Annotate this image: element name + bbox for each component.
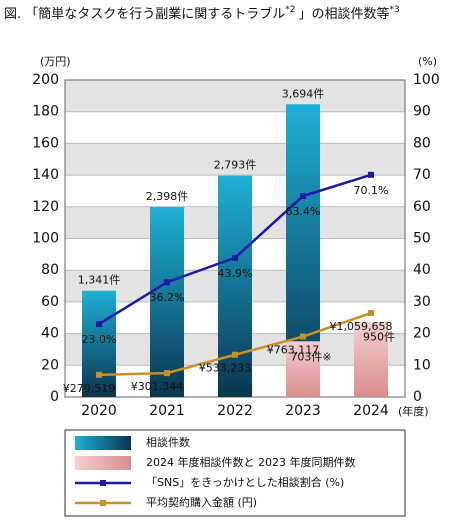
x-tick-label: 2024 <box>353 403 389 419</box>
bar-label: 3,694件 <box>282 87 325 100</box>
bar <box>354 321 388 397</box>
x-tick-label: 2020 <box>81 403 117 419</box>
line-label: 63.4% <box>286 205 321 218</box>
legend-swatch <box>75 456 131 470</box>
bar <box>82 290 116 397</box>
legend-label: 2024 年度相談件数と 2023 年度同期件数 <box>146 455 355 469</box>
y-tick-label: 80 <box>41 262 59 278</box>
y2-tick-label: 90 <box>413 104 431 120</box>
line-label: 36.2% <box>150 291 185 304</box>
bar <box>150 206 184 397</box>
marker <box>164 370 170 377</box>
y-tick-label: 160 <box>32 135 59 151</box>
y2-tick-label: 70 <box>413 167 431 183</box>
y-tick-label: 200 <box>32 72 59 88</box>
grid-band <box>65 143 405 176</box>
y2-tick-label: 50 <box>413 231 431 247</box>
line-label: 43.9% <box>218 267 253 280</box>
line-label: ¥763,117 <box>267 344 320 357</box>
y-tick-label: 0 <box>50 389 59 405</box>
marker <box>164 279 170 286</box>
line-label: 23.0% <box>82 333 117 346</box>
legend-label: 「SNS」をきっかけとした相談割合 (%) <box>146 475 344 489</box>
legend-marker <box>100 500 106 506</box>
y2-tick-label: 0 <box>413 389 422 405</box>
y2-tick-label: 20 <box>413 326 431 342</box>
line-label: ¥279,519 <box>63 382 116 395</box>
line-label: ¥301,344 <box>131 380 184 393</box>
line-label: 70.1% <box>354 184 389 197</box>
y2-tick-label: 80 <box>413 135 431 151</box>
marker <box>300 333 306 340</box>
y-tick-label: 100 <box>32 231 59 247</box>
marker <box>300 193 306 200</box>
bar <box>286 341 320 397</box>
bar-label: 2,398件 <box>146 190 189 203</box>
bar-label: 950件 <box>363 331 395 344</box>
bar-label: 1,341件 <box>78 274 121 287</box>
y2-axis-label: (%) <box>418 55 437 68</box>
y2-tick-label: 40 <box>413 262 431 278</box>
legend-label: 平均契約購入金額 (円) <box>146 495 257 509</box>
y2-tick-label: 60 <box>413 199 431 215</box>
legend-marker <box>100 480 106 486</box>
y2-tick-label: 30 <box>413 294 431 310</box>
y-axis-label: (万円) <box>40 55 71 68</box>
y-tick-label: 120 <box>32 199 59 215</box>
x-axis-label: (年度) <box>398 404 429 418</box>
marker <box>232 254 238 261</box>
bar-label: 2,793件 <box>214 159 257 172</box>
y-tick-label: 140 <box>32 167 59 183</box>
grid-band <box>65 80 405 112</box>
bar-label: 703件※ <box>290 350 331 363</box>
chart-title: 図. 「簡単なタスクを行う副業に関するトラブル*2 」の相談件数等*3 <box>4 5 400 22</box>
legend-label: 相談件数 <box>146 435 190 449</box>
x-tick-label: 2022 <box>217 403 253 419</box>
marker <box>368 310 374 317</box>
legend-swatch <box>75 436 131 450</box>
marker <box>368 171 374 178</box>
x-tick-label: 2023 <box>285 403 321 419</box>
x-tick-label: 2021 <box>149 403 185 419</box>
y-tick-label: 20 <box>41 357 59 373</box>
line-label: ¥1,059,658 <box>330 320 393 333</box>
y-tick-label: 180 <box>32 104 59 120</box>
line-label: ¥533,233 <box>199 362 252 375</box>
y-tick-label: 60 <box>41 294 59 310</box>
y-tick-label: 40 <box>41 326 59 342</box>
marker <box>96 321 102 328</box>
marker <box>96 371 102 378</box>
bar <box>218 175 252 397</box>
y2-tick-label: 10 <box>413 357 431 373</box>
marker <box>232 351 238 358</box>
y2-tick-label: 100 <box>413 72 440 88</box>
